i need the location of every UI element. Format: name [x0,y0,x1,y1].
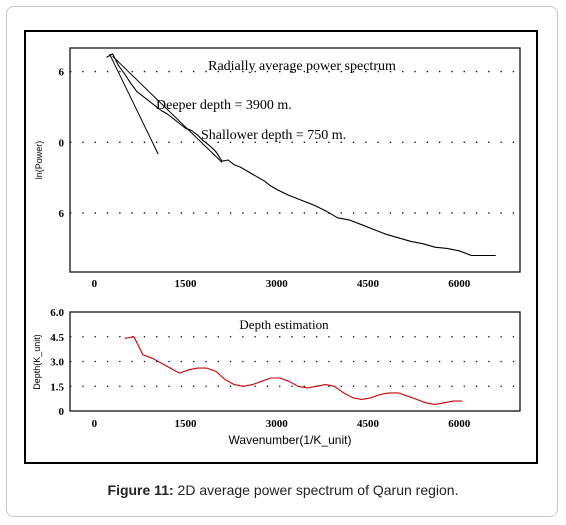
power-spectrum-series [106,53,496,257]
annotation-shallower-depth: Shallower depth = 750 m. [201,128,346,143]
power-spectrum-y-tick-label: 0 [59,137,65,149]
depth-estimation-x-tick-label: 3000 [266,418,289,430]
power-spectrum-series-line-2 [112,55,223,163]
power-spectrum-x-tick-label: 4500 [357,278,380,290]
power-spectrum-y-ticks: 6 0 6 [59,67,65,220]
depth-estimation-title: Depth estimation [239,317,329,332]
caption-text: 2D average power spectrum of Qarun regio… [173,482,459,498]
depth-estimation-x-tick-label: 1500 [175,418,198,430]
caption-label: Figure 11: [107,482,174,498]
power-spectrum-series-line-0 [106,53,496,257]
power-spectrum-panel: 6 0 6 0 1500 3000 4500 6000 Radially average p… [34,47,521,290]
power-spectrum-series-line-1 [109,53,159,155]
depth-estimation-y-ticks: 6.0 4.5 3.0 1.5 0 [50,307,64,418]
depth-estimation-y-tick-label: 0 [59,406,65,418]
power-spectrum-x-tick-label: 3000 [266,278,289,290]
power-spectrum-plot-area [69,47,521,273]
figure-caption: Figure 11: 2D average power spectrum of … [0,482,566,498]
power-spectrum-grid [70,70,520,214]
depth-estimation-grid [70,336,520,387]
depth-estimation-x-tick-label: 4500 [357,418,380,430]
depth-estimation-y-tick-label: 4.5 [50,332,64,344]
power-spectrum-y-axis-label: ln(Power) [34,141,44,180]
depth-estimation-y-axis-label: Depth(K_unit) [32,334,42,390]
power-spectrum-x-tick-label: 1500 [175,278,198,290]
power-spectrum-y-tick-label: 6 [59,208,65,220]
depth-estimation-x-ticks: 0 1500 3000 4500 6000 [92,418,471,430]
depth-estimation-x-tick-label: 6000 [448,418,471,430]
depth-estimation-x-axis-label: Wavenumber(1/K_unit) [229,433,352,447]
power-spectrum-x-tick-label: 6000 [448,278,471,290]
depth-estimation-y-tick-label: 6.0 [50,307,64,319]
depth-estimation-series-line-0 [124,336,463,405]
depth-estimation-series [124,336,463,405]
depth-estimation-panel: 6.0 4.5 3.0 1.5 0 0 1500 3000 4500 6000 Depth es… [32,307,521,447]
power-spectrum-x-ticks: 0 1500 3000 4500 6000 [92,278,471,290]
power-spectrum-title: Radially average power spectrum [208,59,396,74]
annotation-deeper-depth: Deeper depth = 3900 m. [156,98,292,113]
depth-estimation-x-tick-label: 0 [92,418,98,430]
chart-canvas: 6 0 6 0 1500 3000 4500 6000 Radially average p… [32,47,521,447]
power-spectrum-y-tick-label: 6 [59,67,65,79]
depth-estimation-y-tick-label: 1.5 [50,381,64,393]
depth-estimation-y-tick-label: 3.0 [50,357,64,369]
power-spectrum-x-tick-label: 0 [92,278,98,290]
